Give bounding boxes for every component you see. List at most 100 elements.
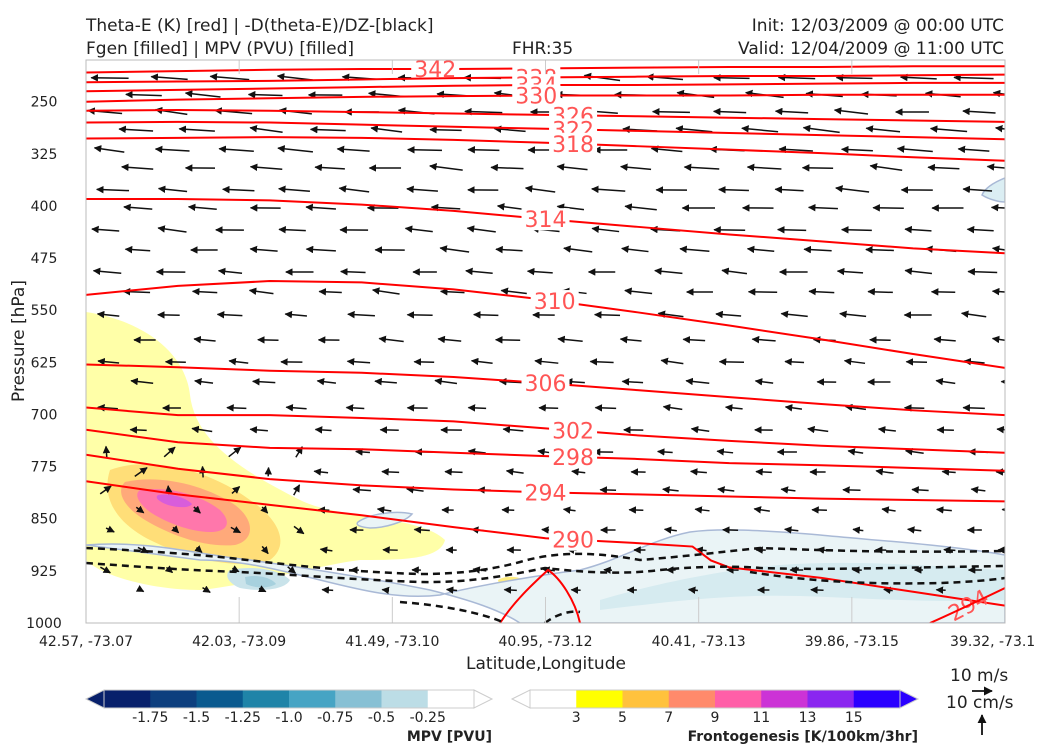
wind-vector [382,472,399,473]
colorbar-swatch [715,690,762,708]
wind-vector [868,292,893,293]
colorbar-tick-label: -1.5 [183,710,210,726]
wind-vector [653,112,690,113]
valid-time: Valid: 12/04/2009 @ 11:00 UTC [738,39,1004,59]
colorbar-tick-label: 5 [618,710,627,726]
y-tick-label: 475 [31,251,58,267]
wind-vector [106,446,107,457]
wind-vector [778,230,806,231]
colorbar-swatch [197,690,244,708]
wind-vector [714,78,750,79]
x-axis-label: Latitude,Longitude [466,654,626,674]
wind-vector [600,490,616,491]
wind-vector [1001,382,1019,383]
wind-vector [803,168,833,169]
x-tick-label: 40.95, -73.12 [498,634,592,650]
wind-vector [785,362,804,363]
colorbar-swatch [289,690,336,708]
y-tick-label: 325 [31,147,58,163]
colorbar-swatch [530,690,577,708]
wind-vector [502,510,514,511]
x-tick-label: 41.49, -73.10 [345,634,439,650]
colorbar-tick-label: 13 [799,710,817,726]
theta-e-label: 306 [525,372,567,397]
colorbar-swatch [382,690,429,708]
wind-vector [322,590,333,591]
vector-key: 10 m/s 10 cm/s [946,666,1014,735]
wind-vector [720,362,744,363]
colorbar-extend-left [86,690,104,708]
wind-vector [590,362,613,363]
colorbar-swatch [150,690,197,708]
colorbar-swatch [669,690,716,708]
colorbar-swatch [576,690,623,708]
colorbar-swatch [104,690,151,708]
colorbar-swatch [854,690,901,708]
colorbar-extend-right [474,690,492,708]
x-tick-label: 42.57, -73.07 [39,634,133,650]
wind-vector [130,430,146,431]
wind-vector [408,150,442,151]
theta-e-label: 314 [525,208,567,233]
wind-vector [445,472,462,473]
theta-e-label: 294 [525,481,567,506]
colorbar-swatch [428,690,475,708]
x-tick-label: 42.03, -73.09 [192,634,286,650]
mpv-colorbar-label: MPV [PVU] [407,729,492,745]
x-tick-label: 39.32, -73.1 [950,634,1035,650]
colorbar-swatch [761,690,808,708]
wind-vector [756,472,772,473]
wind-vector [504,590,516,591]
x-tick-label: 40.41, -73.13 [652,634,746,650]
wind-vector [942,472,955,473]
wind-vector [719,189,749,190]
mpv-colorbar: -1.75-1.5-1.25-1.0-0.75-0.5-0.25 [86,690,492,726]
wind-vector [866,250,894,251]
wind-vector [468,150,499,151]
wind-vector [227,408,246,409]
colorbar-tick-label: -0.25 [410,710,446,726]
wind-vector [905,408,925,409]
wind-vector [968,272,997,273]
wind-vector [689,589,698,590]
colorbar-swatch [335,690,382,708]
title-line-2: Fgen [filled] | MPV (PVU) [filled] [86,39,354,59]
wind-vector [1005,589,1015,590]
wind-vector [249,94,283,95]
colorbar-tick-label: 15 [845,710,863,726]
theta-e-label: 302 [552,419,594,444]
colorbar-tick-label: -0.75 [317,710,353,726]
y-tick-label: 850 [31,512,58,528]
colorbar-tick-label: -1.0 [275,710,302,726]
wind-vector [430,130,462,131]
y-tick-label: 700 [31,407,58,423]
theta-e-label: 298 [552,446,594,471]
wind-vector [474,315,499,316]
theta-e-label: 310 [534,290,576,315]
wind-vector [346,408,364,409]
y-tick-label: 1000 [26,616,62,632]
wind-vector [382,590,389,591]
init-time: Init: 12/03/2009 @ 00:00 UTC [752,16,1004,36]
wind-vector [468,408,486,409]
colorbar-tick-label: -0.5 [368,710,395,726]
x-tick-label: 39.86, -73.15 [805,634,899,650]
wind-vector [341,271,366,272]
wind-vector [595,315,620,316]
colorbar-extend-left [512,690,530,708]
colorbar-tick-label: 11 [752,710,770,726]
y-tick-label: 925 [31,564,58,580]
wind-vector [447,589,457,590]
theta-e-label: 290 [552,529,594,554]
wind-vector [842,230,872,231]
wind-vector [723,530,738,531]
vector-key-vertical: 10 cm/s [946,693,1014,713]
wind-vector [496,340,520,341]
y-tick-label: 250 [31,95,58,111]
forecast-hour: FHR:35 [512,39,573,59]
theta-e-label: 318 [552,133,594,158]
colorbar-swatch [808,690,855,708]
